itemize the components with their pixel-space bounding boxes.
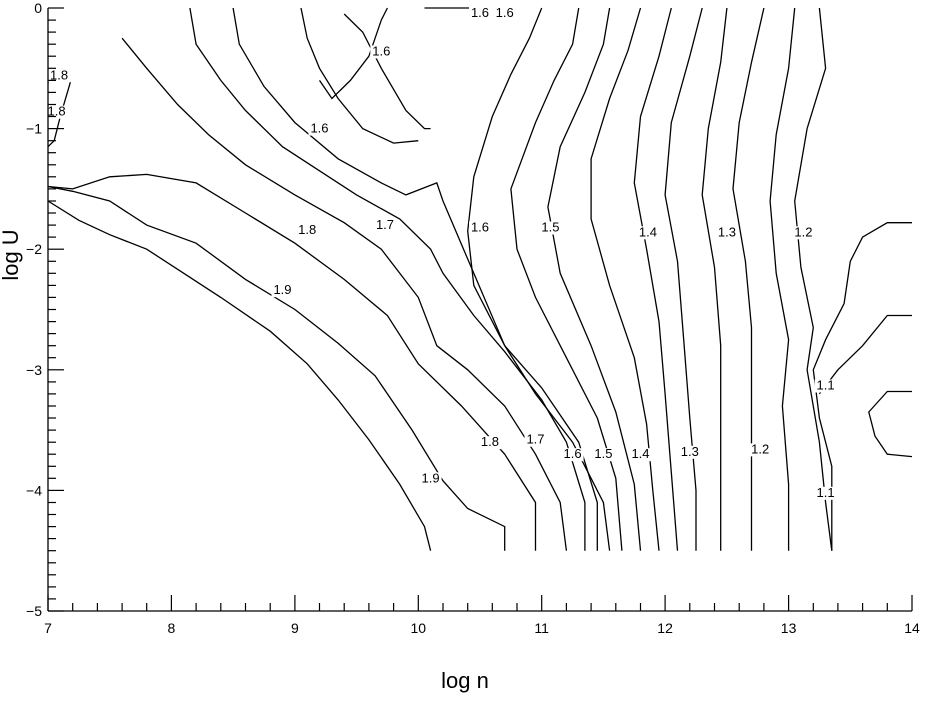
contour-label-bg-5 (493, 6, 516, 20)
contour-label-6: 1.8 (298, 222, 316, 237)
contour-label-bg-23 (419, 472, 442, 486)
contour-label-bg-3 (308, 122, 331, 136)
contour-line-1.4-15 (633, 7, 679, 551)
contour-label-3: 1.6 (310, 121, 328, 136)
contour-label-bg-21 (749, 443, 772, 457)
contour-label-bg-17 (561, 448, 584, 462)
contour-label-bg-0 (48, 69, 71, 83)
contour-label-bg-16 (524, 433, 547, 447)
contour-line-1.9-0 (47, 200, 432, 551)
contour-label-11: 1.4 (639, 224, 657, 239)
contour-label-bg-4 (469, 6, 491, 20)
y-tick-label--3: −3 (26, 362, 42, 378)
contour-label-bg-12 (715, 226, 738, 240)
y-ticks: 0 −1 −2 −3 −4 −5 (26, 0, 64, 619)
contour-line-1.8-2 (47, 173, 537, 551)
contour-label-8: 1.9 (273, 282, 291, 297)
x-tick-label-12: 12 (657, 620, 673, 636)
contour-line-1.5-13 (547, 7, 642, 551)
contour-label-bg-22 (814, 486, 837, 500)
contour-label-bg-19 (629, 448, 652, 462)
contour-line-1.6-7 (189, 7, 586, 551)
contour-line-1.1-23 (868, 390, 913, 458)
contour-label-bg-14 (814, 379, 837, 393)
contour-label-20: 1.3 (681, 444, 699, 459)
contour-line-1.3-18 (732, 7, 765, 551)
contour-line-1.8-3 (318, 7, 388, 100)
y-tick-label--2: −2 (26, 241, 42, 257)
contour-label-18: 1.5 (594, 446, 612, 461)
contour-label-17: 1.6 (564, 446, 582, 461)
contour-line-1.5-12 (510, 7, 623, 551)
x-axis-title: log n (441, 668, 489, 693)
x-tick-label-8: 8 (168, 620, 176, 636)
contour-line-1.9-1 (47, 185, 506, 551)
contour-line-1.7-6 (300, 7, 419, 144)
contour-label-bg-18 (592, 448, 615, 462)
x-tick-label-13: 13 (781, 620, 797, 636)
contour-line-1.3-17 (701, 7, 728, 551)
contour-label-bg-10 (539, 221, 562, 235)
plot-area: 1.8 1.8 1.6 1.6 1.6 1.6 1.8 1.7 1.9 1.6 1.5 1.4 1.3 1… (45, 5, 913, 551)
contour-line-1.1-22 (818, 314, 912, 395)
contour-label-5: 1.6 (496, 5, 514, 20)
y-axis-title: log U (0, 229, 23, 280)
contour-label-bg-7 (374, 219, 396, 233)
x-tick-label-9: 9 (291, 620, 299, 636)
contour-label-19: 1.4 (631, 446, 649, 461)
contour-label-bg-15 (478, 436, 501, 450)
x-tick-label-14: 14 (904, 620, 920, 636)
contour-label-13: 1.2 (794, 224, 812, 239)
contour-line-1.2-20 (794, 7, 833, 551)
contour-label-bg-20 (678, 445, 701, 459)
contour-label-bg-13 (792, 226, 815, 240)
contour-label-bg-6 (296, 223, 319, 237)
y-tick-label--5: −5 (26, 603, 42, 619)
contour-label-10: 1.5 (541, 220, 559, 235)
contour-line-1.4-16 (664, 7, 703, 551)
contour-label-15: 1.8 (481, 434, 499, 449)
contour-line-1.6-11 (467, 7, 611, 551)
contour-line-1.1-21 (812, 222, 912, 551)
contour-label-bg-9 (469, 221, 491, 235)
contour-label-2: 1.6 (372, 43, 390, 58)
contour-label-bg-11 (636, 226, 659, 240)
y-tick-label-0: 0 (34, 0, 42, 16)
contour-label-16: 1.7 (526, 432, 544, 447)
contour-line-1.6-8 (343, 13, 431, 130)
contour-label-12: 1.3 (718, 224, 736, 239)
x-tick-label-7: 7 (44, 620, 52, 636)
x-tick-label-10: 10 (411, 620, 427, 636)
contour-label-9: 1.6 (471, 220, 489, 235)
y-tick-label--1: −1 (26, 121, 42, 137)
contour-label-22: 1.1 (817, 485, 835, 500)
contour-line-1.7-5 (121, 37, 568, 551)
axes: 7 8 9 10 11 12 13 14 0 −1 −2 −3 −4 −5 (26, 0, 920, 636)
contour-label-23: 1.9 (422, 470, 440, 485)
x-tick-label-11: 11 (534, 620, 549, 636)
contour-label-0: 1.8 (50, 68, 68, 83)
contour-label-21: 1.2 (751, 441, 769, 456)
contour-label-4: 1.6 (471, 5, 489, 20)
y-tick-label--4: −4 (26, 482, 42, 498)
contour-label-1: 1.8 (48, 104, 66, 119)
contour-labels: 1.8 1.8 1.6 1.6 1.6 1.6 1.8 1.7 1.9 1.6 1.5 1.4 1.3 1… (45, 5, 837, 500)
contour-line-1.5-10 (232, 7, 598, 551)
contour-label-bg-8 (271, 284, 294, 298)
contour-label-14: 1.1 (817, 378, 835, 393)
contour-label-7: 1.7 (376, 217, 394, 232)
x-ticks: 7 8 9 10 11 12 13 14 (44, 595, 920, 636)
contour-line-1.2-19 (769, 7, 796, 551)
contour-label-bg-1 (45, 105, 68, 119)
contour-label-bg-2 (370, 45, 393, 59)
contour-lines (47, 7, 913, 551)
